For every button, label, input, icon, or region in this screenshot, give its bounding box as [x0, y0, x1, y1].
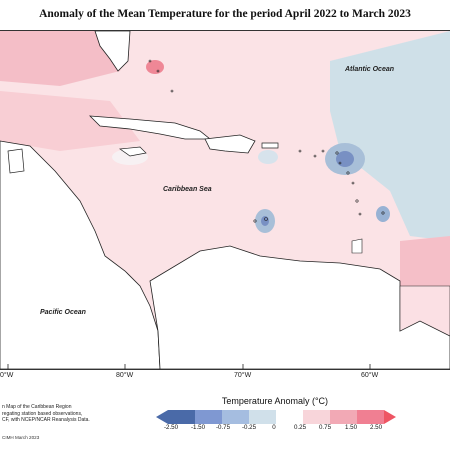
- legend-swatch: [357, 410, 384, 424]
- legend-arrow-left: [156, 410, 168, 424]
- longitude-label-0: 0°W: [0, 372, 14, 379]
- warm-anomaly-bahamas: [146, 60, 164, 74]
- legend-tick: 1.50: [344, 424, 358, 431]
- source-note-line: n Map of the Caribbean Region: [2, 404, 72, 410]
- longitude-label-60w: 60°W: [361, 372, 379, 379]
- south-america-land: [149, 245, 450, 369]
- map-title: Anomaly of the Mean Temperature for the …: [39, 8, 411, 20]
- legend-tick: 0: [272, 424, 276, 431]
- copyright-text: CIMH March 2023: [2, 435, 40, 440]
- central-america-land: [0, 140, 161, 369]
- hispaniola-land: [204, 134, 256, 154]
- legend-tick: 0.25: [293, 424, 307, 431]
- legend-title: Temperature Anomaly (°C): [221, 396, 329, 406]
- legend-swatch: [303, 410, 330, 424]
- legend-tick: -2.50: [163, 424, 179, 431]
- longitude-label-70w: 70°W: [234, 372, 252, 379]
- legend-swatch: [276, 410, 303, 424]
- legend-swatch: [330, 410, 357, 424]
- map-canvas: Atlantic Ocean Caribbean Sea Pacific Oce…: [0, 31, 450, 369]
- guianas-land: [399, 285, 450, 337]
- legend-tick: 2.50: [369, 424, 383, 431]
- legend-swatch: [168, 410, 195, 424]
- legend-colorbar: [156, 410, 396, 424]
- warm-anomaly-north: [0, 31, 130, 86]
- trinidad-land: [351, 238, 363, 254]
- cool-anomaly-atlantic: [330, 31, 450, 241]
- cool-anomaly-curacao-core: [261, 216, 269, 226]
- legend-tick: 0.75: [318, 424, 332, 431]
- caribbean-sea-label: Caribbean Sea: [163, 186, 212, 193]
- longitude-ticks: [7, 364, 371, 369]
- source-note-line: CF, with NCEP/NCAR Reanalysis Data.: [2, 417, 90, 423]
- jamaica-land: [119, 146, 147, 157]
- legend-arrow-right: [384, 410, 396, 424]
- legend-swatch: [249, 410, 276, 424]
- longitude-label-80w: 80°W: [116, 372, 134, 379]
- atlantic-ocean-label: Atlantic Ocean: [344, 66, 394, 73]
- florida-land: [94, 31, 131, 72]
- pacific-ocean-label: Pacific Ocean: [40, 309, 86, 316]
- temperature-anomaly-map: Atlantic Ocean Caribbean Sea Pacific Oce…: [0, 30, 450, 370]
- legend-tick: -1.50: [190, 424, 206, 431]
- cool-anomaly-core: [336, 151, 354, 167]
- source-note: n Map of the Caribbean Region regating s…: [2, 404, 130, 424]
- source-note-line: regating station based observations,: [2, 410, 83, 417]
- legend-tick: -0.75: [215, 424, 231, 431]
- legend-swatch: [195, 410, 222, 424]
- legend-swatch: [222, 410, 249, 424]
- puerto-rico-land: [261, 142, 279, 149]
- yucatan-land: [7, 148, 25, 174]
- legend-tick: -0.25: [241, 424, 257, 431]
- lesser-antilles-islands: [148, 59, 385, 223]
- cool-anomaly-puerto-rico: [258, 150, 278, 164]
- cuba-land: [88, 115, 212, 140]
- warm-anomaly-gulf: [0, 91, 140, 151]
